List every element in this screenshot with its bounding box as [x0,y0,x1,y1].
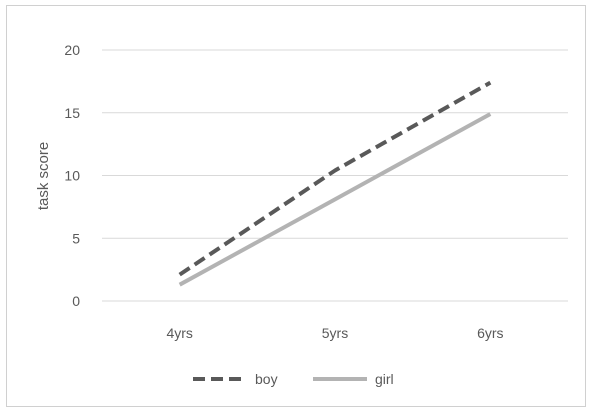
y-tick-label: 15 [64,105,80,121]
chart-frame [6,5,586,407]
series-line-girl [178,112,492,287]
x-tick-label: 6yrs [477,325,503,341]
y-tick-label: 10 [64,168,80,184]
x-tick-label: 4yrs [166,325,192,341]
y-tick-label: 20 [64,42,80,58]
x-axis-ticks: 4yrs 5yrs 6yrs [166,325,503,341]
y-axis-title: task score [35,142,52,210]
series-lines [178,80,492,287]
y-tick-label: 0 [72,293,80,309]
legend-label-girl: girl [375,371,394,387]
x-tick-label: 5yrs [322,325,348,341]
gridlines [102,49,568,302]
legend-label-boy: boy [255,371,278,387]
legend: boy girl [193,371,394,387]
y-axis-ticks: 0 5 10 15 20 [64,42,80,309]
y-tick-label: 5 [72,230,80,246]
series-line-boy [178,80,492,277]
